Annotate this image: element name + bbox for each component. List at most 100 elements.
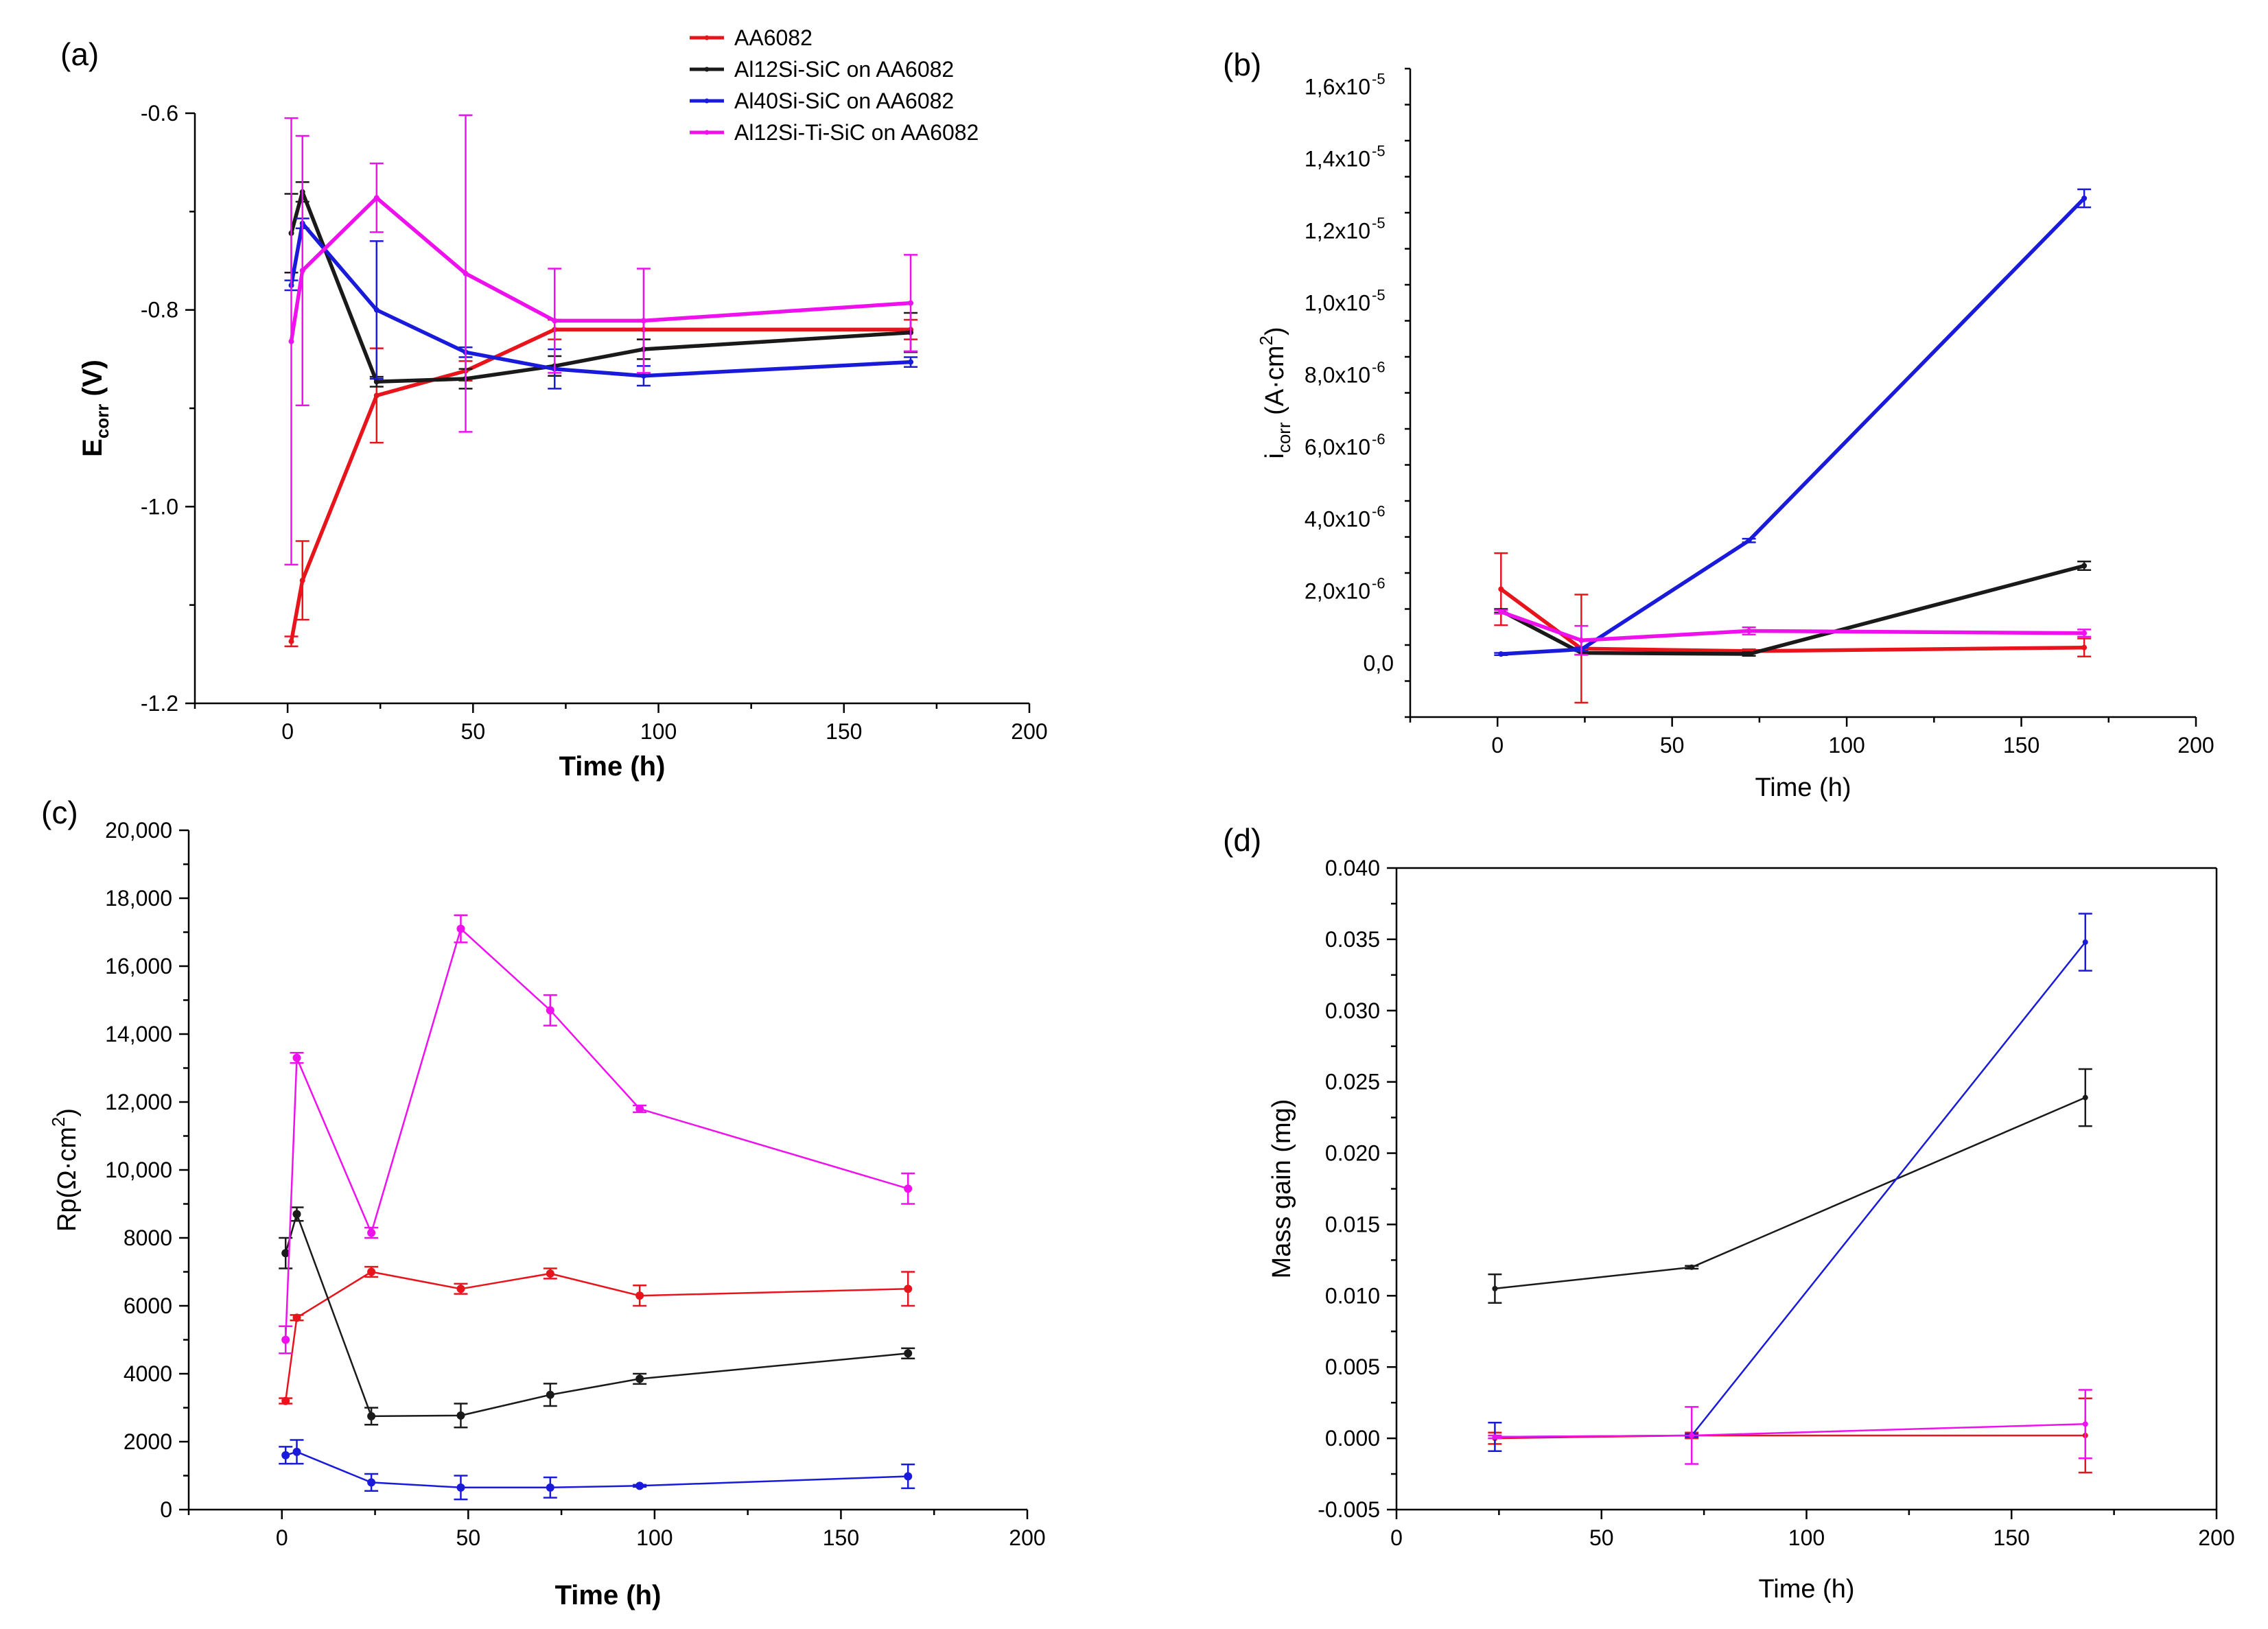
data-point	[367, 1267, 376, 1276]
y-tick-label: 0.025	[1325, 1070, 1380, 1094]
series-line	[1499, 587, 2085, 653]
y-tick-label: 18,000	[105, 886, 172, 911]
x-tick-label: 150	[823, 1525, 859, 1550]
legend-marker	[704, 67, 710, 72]
data-point	[456, 1411, 465, 1420]
data-point	[1689, 1264, 1695, 1270]
y-tick-label: 1,0x10	[1305, 290, 1370, 315]
y-tick-label: 8,0x10	[1305, 362, 1370, 387]
series-line	[284, 1271, 909, 1401]
y-tick-exponent: -6	[1372, 430, 1386, 447]
data-point	[456, 1483, 465, 1492]
x-tick-label: 0	[276, 1525, 288, 1550]
y-tick-label: 0.010	[1325, 1283, 1380, 1308]
data-point	[546, 1269, 554, 1278]
y-tick-label: 8000	[124, 1226, 172, 1250]
data-point	[281, 1249, 290, 1258]
data-point	[299, 577, 305, 583]
y-tick-label: 2000	[124, 1429, 172, 1454]
series-al12si-ti-sic-on-aa6082	[1494, 609, 2092, 656]
x-tick-label: 0	[1491, 733, 1504, 758]
series-al40si-sic-on-aa6082	[279, 1439, 915, 1501]
y-tick-exponent: -6	[1372, 358, 1386, 375]
x-tick-label: 0	[281, 719, 294, 744]
y-axis-label: icorr (A·cm2)	[1256, 327, 1294, 458]
y-axis-label: Rp(Ω·cm2)	[48, 1108, 82, 1232]
data-point	[904, 1472, 913, 1481]
x-tick-label: 150	[2003, 733, 2039, 758]
data-point	[292, 1447, 301, 1456]
data-point	[373, 379, 379, 385]
y-tick-exponent: -5	[1372, 214, 1386, 231]
y-tick-label: 0.000	[1325, 1426, 1380, 1451]
data-point	[281, 1451, 290, 1460]
series-al12si-ti-sic-on-aa6082	[279, 914, 915, 1355]
data-point	[2082, 1421, 2088, 1427]
y-tick-label: -1.0	[141, 494, 178, 519]
y-tick-label: 1,6x10	[1305, 74, 1370, 99]
y-tick-label: 20,000	[105, 818, 172, 843]
series-al12si-ti-sic-on-aa6082	[284, 114, 918, 566]
series-line	[284, 1213, 909, 1418]
y-tick-label: -0.8	[141, 298, 178, 323]
series-line	[1500, 563, 2085, 656]
data-point	[2081, 630, 2088, 636]
data-point	[281, 1396, 290, 1405]
x-tick-label: 100	[640, 719, 677, 744]
y-tick-exponent: -6	[1372, 574, 1386, 591]
chart-panel-c: (c)0 50 100 150 2000200040006000800010,00012…	[41, 795, 1046, 1610]
data-point	[908, 359, 914, 365]
x-tick-label: 100	[1788, 1525, 1825, 1550]
series-line	[1500, 610, 2085, 642]
y-tick-label: 0.030	[1325, 998, 1380, 1023]
y-tick-label: 12,000	[105, 1090, 172, 1114]
data-point	[635, 1481, 644, 1490]
y-tick-exponent: -6	[1372, 502, 1386, 519]
series-line	[289, 196, 911, 342]
x-axis-label: Time (h)	[555, 1580, 662, 1610]
x-tick-label: 200	[1011, 719, 1047, 744]
data-point	[640, 318, 646, 324]
data-point	[640, 373, 646, 379]
x-axis-label: Time (h)	[1755, 773, 1851, 802]
data-point	[456, 924, 465, 933]
series-line	[284, 928, 909, 1340]
series-al12si-ti-sic-on-aa6082	[1488, 1389, 2092, 1465]
y-tick-label: 4000	[124, 1361, 172, 1386]
data-point	[635, 1374, 644, 1383]
series-line	[1495, 1097, 2086, 1290]
data-point	[463, 270, 469, 277]
legend-marker	[704, 35, 710, 40]
data-point	[292, 1210, 301, 1219]
data-point	[1498, 651, 1504, 657]
data-point	[1498, 609, 1504, 615]
series-aa6082	[279, 1265, 915, 1405]
data-point	[1578, 637, 1585, 644]
panel-label: (a)	[60, 36, 99, 72]
data-point	[1498, 586, 1504, 592]
panel-label: (b)	[1223, 47, 1261, 82]
data-point	[292, 1313, 301, 1322]
x-tick-label: 150	[826, 719, 862, 744]
y-tick-label: 10,000	[105, 1158, 172, 1182]
series-line	[289, 327, 911, 642]
panel-label: (d)	[1223, 822, 1261, 858]
series-al40si-sic-on-aa6082	[284, 218, 918, 390]
x-tick-label: 50	[456, 1525, 481, 1550]
data-point	[1492, 1285, 1498, 1291]
y-tick-label: 1,4x10	[1305, 146, 1370, 171]
y-tick-label: 0.005	[1325, 1355, 1380, 1379]
series-al40si-sic-on-aa6082	[1494, 188, 2092, 657]
chart-panel-d: (d) 0 50 100 150 200 -0.005 0.000 0.005 0.010 0.01…	[1223, 822, 2235, 1604]
y-tick-exponent: -5	[1372, 70, 1386, 87]
y-tick-label: -0.6	[141, 101, 178, 126]
x-tick-label: 150	[1994, 1525, 2030, 1550]
data-point	[1746, 651, 1752, 657]
x-axis-label: Time (h)	[1758, 1575, 1854, 1604]
y-tick-label: 0.040	[1325, 856, 1380, 880]
data-point	[373, 307, 379, 313]
data-point	[288, 638, 294, 644]
data-point	[373, 195, 379, 201]
legend-label: Al12Si-Ti-SiC on AA6082	[734, 120, 979, 145]
